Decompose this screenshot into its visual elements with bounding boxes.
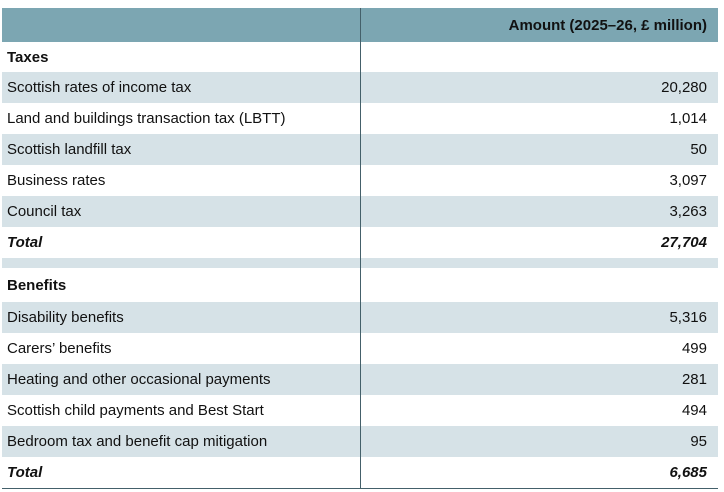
label-cell: Scottish child payments and Best Start (2, 395, 361, 426)
value-cell (361, 268, 718, 302)
label-cell (2, 258, 361, 268)
value-cell: 95 (690, 433, 707, 450)
section-title-row: Taxes (2, 42, 718, 72)
data-row: Scottish child payments and Best Start 49… (2, 395, 718, 426)
section-title-row: Benefits (2, 268, 718, 302)
label-cell: Council tax (2, 196, 361, 227)
table: Amount (2025–26, £ million) Taxes Scottis… (2, 8, 718, 489)
value-cell: 5,316 (669, 309, 707, 326)
value-cell: 494 (681, 402, 707, 419)
header-cell: Amount (2025–26, £ million) (508, 16, 707, 34)
value-cell: 50 (690, 141, 707, 158)
data-row: Scottish landfill tax 50 (2, 134, 718, 165)
value-cell: 281 (681, 371, 707, 388)
total-row: Total 6,685 (2, 457, 718, 488)
value-cell: 1,014 (669, 110, 707, 127)
label-cell: Scottish landfill tax (2, 134, 361, 165)
value-cell: 3,097 (669, 172, 707, 189)
value-cell: 499 (681, 340, 707, 357)
value-cell: 20,280 (661, 79, 707, 96)
data-row: Carers’ benefits 499 (2, 333, 718, 364)
value-cell: 27,704 (661, 234, 707, 251)
label-cell: Business rates (2, 165, 361, 196)
label-cell: Carers’ benefits (2, 333, 361, 364)
label-cell: Bedroom tax and benefit cap mitigation (2, 426, 361, 457)
data-row: Bedroom tax and benefit cap mitigation 95 (2, 426, 718, 457)
header-row: Amount (2025–26, £ million) (2, 8, 718, 42)
label-cell: Heating and other occasional payments (2, 364, 361, 395)
label-cell: Disability benefits (2, 302, 361, 333)
value-cell (361, 258, 718, 268)
value-cell (361, 42, 718, 72)
label-cell: Taxes (2, 42, 361, 72)
label-cell: Total (2, 227, 361, 258)
spacer-row (2, 258, 718, 268)
data-row: Disability benefits 5,316 (2, 302, 718, 333)
data-row: Council tax 3,263 (2, 196, 718, 227)
value-cell: 6,685 (669, 464, 707, 481)
data-row: Land and buildings transaction tax (LBTT… (2, 103, 718, 134)
label-cell: Benefits (2, 268, 361, 302)
data-row: Scottish rates of income tax 20,280 (2, 72, 718, 103)
label-cell: Total (2, 457, 361, 488)
data-row: Business rates 3,097 (2, 165, 718, 196)
data-row: Heating and other occasional payments 281 (2, 364, 718, 395)
header-cell (2, 8, 361, 42)
label-cell: Scottish rates of income tax (2, 72, 361, 103)
value-cell: 3,263 (669, 203, 707, 220)
label-cell: Land and buildings transaction tax (LBTT… (2, 103, 361, 134)
total-row: Total 27,704 (2, 227, 718, 258)
